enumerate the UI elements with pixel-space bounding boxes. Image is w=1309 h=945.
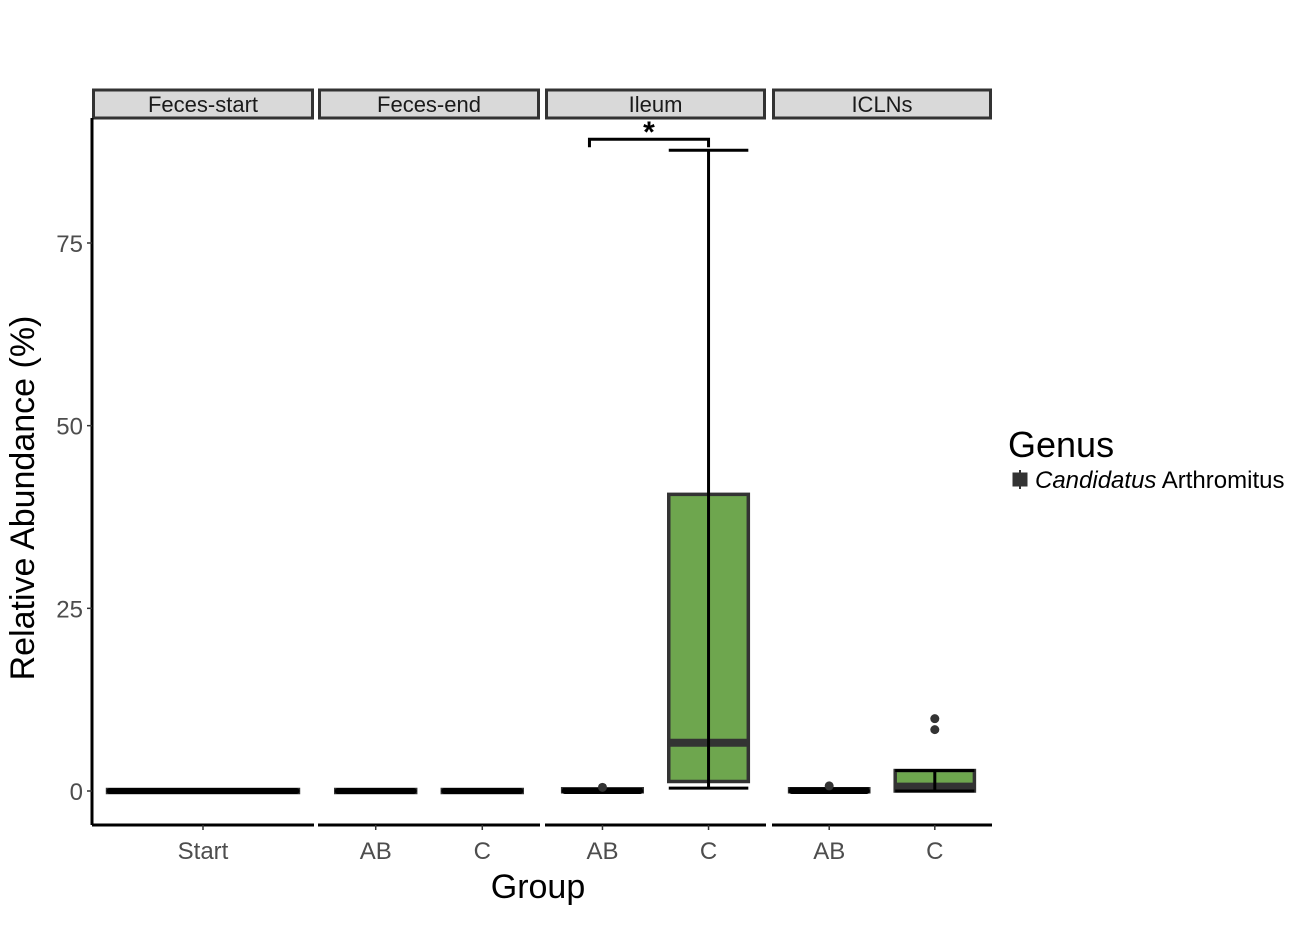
facet-strip-label: Feces-start — [148, 92, 258, 117]
legend-title: Genus — [1008, 424, 1114, 465]
box-group: AB — [787, 781, 871, 865]
y-tick-label: 50 — [56, 414, 83, 441]
x-tick-label: C — [700, 838, 717, 865]
facet-strip — [318, 88, 540, 120]
facet-strip-label: ICLNs — [851, 92, 912, 117]
x-tick-label: AB — [586, 838, 618, 865]
outlier-point — [930, 714, 940, 724]
y-axis-title: Relative Abundance (%) — [4, 316, 42, 681]
significance-label: * — [643, 116, 655, 149]
box-group: C — [893, 714, 977, 865]
significance-bracket: * — [587, 116, 711, 149]
box-group: C — [440, 787, 524, 865]
x-tick-label: AB — [360, 838, 392, 865]
box-group: C — [667, 148, 751, 865]
y-tick-label: 25 — [56, 596, 83, 623]
x-tick-label: AB — [813, 838, 845, 865]
legend: Genus Candidatus Arthromitus — [1008, 424, 1284, 494]
box-group: AB — [560, 782, 644, 865]
outlier-point — [824, 781, 834, 791]
legend-label-rest: Arthromitus — [1156, 467, 1284, 494]
outlier-point — [930, 725, 940, 735]
box-group: AB — [334, 787, 418, 865]
box-group: Start — [105, 787, 301, 865]
y-tick-label: 0 — [70, 779, 83, 806]
facet-strip — [772, 88, 992, 120]
x-tick-label: Start — [178, 838, 229, 865]
y-tick-label: 75 — [56, 231, 83, 258]
x-axis-title: Group — [491, 868, 586, 906]
x-tick-label: C — [474, 838, 491, 865]
legend-key-box — [1012, 470, 1028, 489]
facet-strip-label: Feces-end — [377, 92, 481, 117]
facet-strip — [545, 88, 766, 120]
outlier-point — [597, 782, 607, 792]
facet-strip-label: Ileum — [629, 92, 683, 117]
facet-strip — [92, 88, 314, 120]
legend-label: Candidatus Arthromitus — [1035, 467, 1284, 494]
x-tick-label: C — [926, 838, 943, 865]
bracket-line — [587, 137, 711, 148]
legend-label-italic: Candidatus — [1035, 467, 1156, 494]
